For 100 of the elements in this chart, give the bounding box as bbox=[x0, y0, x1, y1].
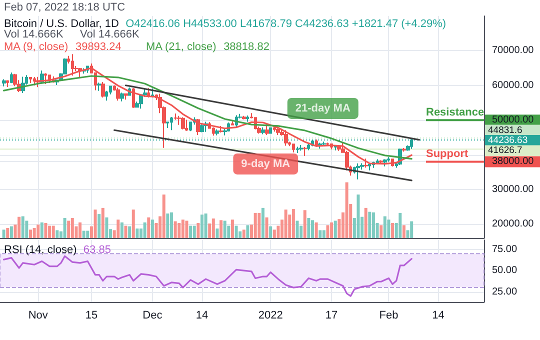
y-tick-label: 20000.00 bbox=[492, 218, 534, 230]
bar bbox=[162, 194, 166, 238]
bar bbox=[170, 212, 173, 238]
bar bbox=[265, 217, 268, 238]
candlestick bbox=[246, 115, 249, 122]
x-tick-label: 15 bbox=[85, 310, 98, 322]
bar bbox=[303, 210, 306, 238]
candlestick bbox=[269, 126, 272, 134]
bar bbox=[216, 228, 219, 238]
candlestick bbox=[242, 115, 246, 120]
y-tick-label: 50.00 bbox=[492, 265, 518, 276]
bar bbox=[322, 230, 326, 238]
bar bbox=[6, 228, 10, 238]
ref-line-label: 44236.63 bbox=[488, 134, 528, 146]
x-tick-label: Feb bbox=[379, 310, 398, 322]
y-tick-label: 60000.00 bbox=[492, 80, 534, 91]
bar bbox=[178, 222, 181, 238]
candlestick bbox=[200, 124, 204, 133]
candlestick bbox=[170, 116, 173, 131]
bar bbox=[10, 226, 13, 238]
ref-line-label: Resistance bbox=[426, 106, 484, 119]
candlestick bbox=[124, 92, 128, 100]
y-tick-label: 50000.00 bbox=[492, 114, 534, 126]
annotation: 9-day MA bbox=[241, 158, 290, 170]
annotation: Vol 14.666K bbox=[80, 28, 140, 40]
text: MA (21, close) bbox=[146, 41, 216, 53]
line-series bbox=[3, 75, 412, 160]
candlestick bbox=[44, 72, 47, 84]
candlestick bbox=[116, 87, 120, 102]
bar bbox=[269, 226, 272, 238]
bar bbox=[181, 220, 184, 238]
bar bbox=[284, 210, 288, 238]
candlestick bbox=[383, 158, 387, 167]
annotation: 39893.24 bbox=[75, 41, 122, 53]
bar bbox=[230, 220, 234, 238]
bar bbox=[223, 220, 226, 238]
bar bbox=[391, 222, 394, 238]
bar bbox=[70, 218, 74, 238]
candlestick bbox=[265, 124, 269, 136]
bar bbox=[380, 225, 383, 238]
candlestick bbox=[215, 128, 219, 136]
bar bbox=[98, 214, 101, 238]
candlestick bbox=[276, 128, 280, 136]
bar bbox=[136, 228, 139, 238]
bar bbox=[189, 226, 192, 238]
bar bbox=[330, 222, 334, 238]
bar bbox=[174, 221, 177, 238]
bar bbox=[143, 222, 146, 238]
bar bbox=[150, 220, 154, 238]
bar bbox=[25, 220, 28, 238]
bar bbox=[364, 208, 368, 238]
annotation: 21-day MA bbox=[295, 102, 350, 114]
candlestick bbox=[2, 78, 6, 87]
bar bbox=[254, 212, 257, 238]
candlestick bbox=[307, 143, 310, 151]
bar bbox=[326, 225, 330, 238]
annotation: 38818.82 bbox=[224, 41, 270, 53]
y-tick-label: 25.00 bbox=[492, 286, 518, 298]
bar bbox=[246, 225, 250, 238]
bar bbox=[63, 218, 66, 238]
bar bbox=[296, 220, 299, 238]
bar bbox=[383, 216, 386, 238]
candlestick bbox=[10, 72, 13, 84]
candlestick bbox=[120, 92, 124, 102]
bar bbox=[261, 208, 264, 238]
bar bbox=[94, 210, 97, 238]
bar bbox=[185, 220, 188, 238]
x-tick-label: 14 bbox=[196, 310, 208, 322]
candlestick bbox=[29, 76, 32, 84]
chart-title: Bitcoin / U.S. Dollar, 1D bbox=[4, 18, 119, 30]
bar bbox=[345, 182, 348, 238]
chart-subtitle: O42416.06 H44533.00 L41678.79 C44236.63 +1821.47 (+4.29%) bbox=[126, 18, 446, 30]
bar bbox=[200, 214, 204, 238]
bar bbox=[292, 209, 295, 238]
bar bbox=[48, 226, 52, 238]
candlestick bbox=[196, 118, 200, 136]
bar bbox=[128, 226, 132, 238]
bar bbox=[56, 230, 59, 238]
x-tick-label: 14 bbox=[432, 310, 444, 322]
bar bbox=[105, 217, 108, 238]
bar bbox=[387, 220, 390, 238]
bar bbox=[356, 194, 360, 238]
bar bbox=[220, 220, 223, 238]
bar bbox=[116, 220, 120, 238]
candlestick bbox=[387, 156, 390, 162]
candlestick bbox=[299, 144, 303, 152]
bar bbox=[314, 222, 318, 238]
bar bbox=[334, 220, 337, 238]
candlestick bbox=[177, 115, 181, 126]
bar bbox=[52, 226, 55, 238]
bar bbox=[234, 226, 238, 238]
chart-title: RSI (14, close) bbox=[4, 244, 77, 256]
candlestick bbox=[151, 88, 154, 98]
bar bbox=[242, 230, 246, 238]
y-tick-label: 75.00 bbox=[492, 244, 518, 255]
candlestick bbox=[219, 125, 223, 134]
candlestick bbox=[181, 116, 185, 130]
candlestick bbox=[322, 141, 326, 146]
x-tick-label: Nov bbox=[28, 310, 48, 322]
candlestick bbox=[97, 82, 101, 92]
